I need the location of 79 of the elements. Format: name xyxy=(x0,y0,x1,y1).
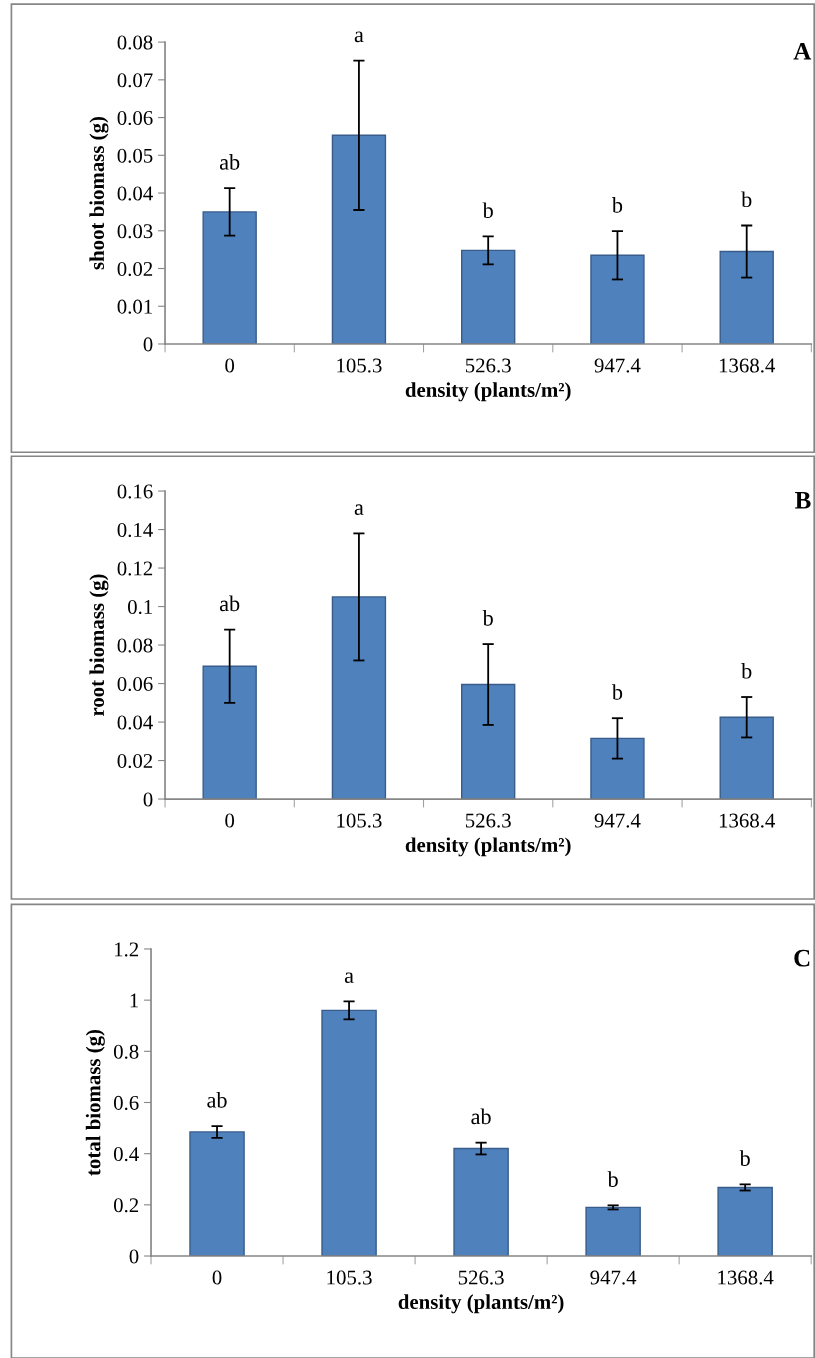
bar xyxy=(717,1186,773,1257)
x-tick-label: 0 xyxy=(225,358,235,373)
bar xyxy=(590,254,645,344)
x-axis-title: density (plants/m²) xyxy=(405,837,571,857)
x-tick-label: 1368.4 xyxy=(719,358,776,373)
annotation: ab xyxy=(219,154,240,170)
x-tick-label: 1368.4 xyxy=(719,813,776,828)
bar xyxy=(331,134,387,344)
x-tick-label: 947.4 xyxy=(594,813,641,828)
bar xyxy=(453,1147,509,1257)
x-tick-label: 947.4 xyxy=(594,358,641,373)
y-tick-label: 0.02 xyxy=(117,261,153,277)
y-tick-label: 0.04 xyxy=(117,186,153,201)
annotation: b xyxy=(741,191,752,208)
annotation: ab xyxy=(471,1108,491,1125)
annotation: a xyxy=(344,972,354,984)
chart-title: B xyxy=(795,492,811,509)
y-tick-label: 1 xyxy=(130,993,138,1008)
bar xyxy=(321,1009,377,1257)
annotation: b xyxy=(611,684,623,700)
annotation: ab xyxy=(219,595,240,612)
bar xyxy=(202,665,257,800)
y-tick-label: 0.08 xyxy=(117,638,153,653)
x-tick-label: 526.3 xyxy=(465,813,511,828)
x-tick-label: 947.4 xyxy=(590,1270,637,1285)
y-tick-label: 0.8 xyxy=(113,1044,139,1059)
y-tick-label: 0 xyxy=(129,1249,139,1264)
y-tick-label: 0.06 xyxy=(117,110,153,126)
bar xyxy=(202,211,257,344)
bar xyxy=(719,716,774,800)
y-axis-title: total biomass (g) xyxy=(85,1029,105,1176)
x-tick-label: 526.3 xyxy=(465,358,511,373)
bar xyxy=(719,250,774,344)
y-tick-label: 0.6 xyxy=(113,1095,139,1111)
x-tick-label: 526.3 xyxy=(458,1270,504,1285)
y-tick-label: 0.07 xyxy=(117,73,153,88)
y-tick-label: 0.04 xyxy=(117,715,153,730)
y-tick-label: 0.06 xyxy=(117,676,153,692)
annotation: b xyxy=(482,202,493,219)
chart-title: A xyxy=(793,42,812,60)
y-tick-label: 0.4 xyxy=(113,1147,139,1162)
y-tick-label: 0 xyxy=(143,792,153,807)
annotation: b xyxy=(739,1150,750,1166)
y-tick-label: 1.2 xyxy=(115,942,139,957)
x-tick-label: 105.3 xyxy=(337,813,382,828)
y-tick-label: 0.16 xyxy=(117,484,153,499)
bar xyxy=(585,1206,641,1257)
x-tick-label: 105.3 xyxy=(337,358,382,373)
bar xyxy=(460,683,516,800)
y-axis-title: shoot biomass (g) xyxy=(89,116,109,270)
x-tick-label: 1368.4 xyxy=(718,1270,774,1285)
x-axis-title: density (plants/m²) xyxy=(405,382,571,402)
y-tick-label: 0.05 xyxy=(117,148,153,163)
annotation: b xyxy=(482,610,493,626)
y-tick-label: 0.2 xyxy=(113,1198,139,1213)
bar xyxy=(189,1131,245,1257)
y-tick-label: 0.14 xyxy=(117,522,153,538)
x-tick-label: 0 xyxy=(212,1270,222,1285)
annotation: a xyxy=(354,31,364,43)
y-axis-title: root biomass (g) xyxy=(89,574,109,717)
y-tick-label: 0 xyxy=(143,337,153,352)
y-tick-label: 0.02 xyxy=(117,753,153,769)
y-tick-label: 0.1 xyxy=(127,599,152,615)
bar xyxy=(331,596,387,800)
annotation: a xyxy=(354,504,364,515)
annotation: b xyxy=(607,1171,618,1187)
x-axis-title: density (plants/m²) xyxy=(398,1294,564,1314)
annotation: ab xyxy=(207,1091,227,1108)
annotation: b xyxy=(611,197,623,213)
bar xyxy=(590,737,645,800)
y-tick-label: 0.03 xyxy=(117,224,153,239)
annotation: b xyxy=(741,662,752,679)
x-tick-label: 0 xyxy=(225,813,235,828)
x-tick-label: 105.3 xyxy=(327,1270,372,1285)
bar xyxy=(460,249,516,344)
y-tick-label: 0.12 xyxy=(117,561,153,576)
y-tick-label: 0.08 xyxy=(117,35,153,50)
chart-title: C xyxy=(794,949,810,967)
y-tick-label: 0.01 xyxy=(117,299,152,314)
